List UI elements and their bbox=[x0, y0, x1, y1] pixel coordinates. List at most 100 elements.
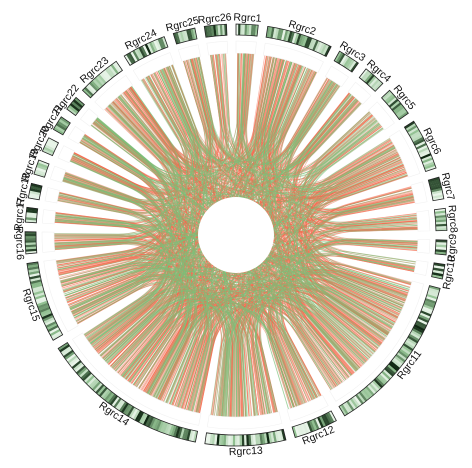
ideogram-rgrc12 bbox=[291, 410, 337, 439]
density-band bbox=[376, 375, 387, 386]
density-band bbox=[236, 23, 239, 36]
synteny-link bbox=[275, 66, 407, 299]
density-band bbox=[412, 134, 423, 143]
density-band bbox=[58, 342, 69, 351]
density-band bbox=[138, 412, 146, 424]
density-band bbox=[130, 51, 138, 62]
density-band bbox=[291, 426, 298, 438]
density-band bbox=[232, 434, 236, 446]
segment-rgrc8 bbox=[416, 210, 431, 232]
density-band bbox=[337, 53, 346, 65]
density-band bbox=[242, 24, 246, 36]
density-band bbox=[188, 429, 194, 442]
density-band bbox=[387, 97, 398, 107]
density-band bbox=[362, 388, 371, 399]
density-band bbox=[190, 430, 196, 442]
density-band bbox=[422, 304, 434, 311]
density-band bbox=[57, 120, 68, 129]
density-band bbox=[246, 434, 250, 446]
synteny-link bbox=[60, 263, 255, 417]
density-band bbox=[50, 330, 62, 339]
segment-rgrc9 bbox=[416, 239, 431, 254]
segment-rgrc2 bbox=[263, 42, 324, 73]
density-band bbox=[35, 296, 47, 303]
density-band bbox=[341, 55, 350, 67]
density-band bbox=[153, 419, 160, 431]
density-band bbox=[192, 430, 198, 443]
density-band bbox=[435, 217, 447, 221]
density-band bbox=[321, 415, 328, 426]
density-band bbox=[37, 162, 49, 169]
density-band bbox=[289, 31, 295, 43]
density-band bbox=[54, 124, 66, 133]
density-band bbox=[418, 314, 430, 322]
density-band bbox=[58, 118, 70, 127]
density-band bbox=[173, 32, 179, 45]
density-band bbox=[151, 418, 158, 430]
density-band bbox=[327, 411, 335, 423]
synteny-link bbox=[223, 298, 366, 417]
density-band bbox=[413, 324, 425, 332]
density-band bbox=[383, 91, 393, 102]
synteny-link bbox=[69, 275, 339, 386]
density-band bbox=[306, 37, 313, 49]
density-band bbox=[404, 341, 415, 350]
density-band bbox=[340, 404, 349, 415]
density-band bbox=[170, 425, 177, 437]
density-band bbox=[416, 144, 428, 152]
density-band bbox=[428, 177, 440, 183]
density-band bbox=[375, 377, 385, 387]
synteny-link bbox=[54, 219, 168, 345]
synteny-link bbox=[58, 259, 188, 394]
density-band bbox=[259, 433, 264, 445]
segment-rgrc7 bbox=[410, 181, 428, 205]
ideogram-outline bbox=[358, 68, 384, 92]
synteny-link bbox=[54, 243, 315, 400]
density-band bbox=[370, 381, 380, 392]
density-band bbox=[266, 26, 271, 38]
synteny-link bbox=[109, 104, 195, 398]
density-band bbox=[270, 431, 275, 443]
density-band bbox=[401, 345, 413, 354]
density-band bbox=[25, 240, 37, 243]
segment-rgrc22 bbox=[79, 108, 99, 127]
density-band bbox=[34, 169, 46, 176]
ideogram-rgrc21 bbox=[52, 116, 71, 136]
ideogram-rgrc5 bbox=[380, 89, 409, 121]
density-band bbox=[387, 364, 398, 374]
density-band bbox=[175, 426, 181, 438]
density-band bbox=[90, 80, 101, 90]
density-band bbox=[417, 316, 429, 324]
synteny-link bbox=[293, 95, 395, 190]
density-band bbox=[45, 320, 57, 328]
segment-rgrc6 bbox=[388, 129, 421, 178]
density-band bbox=[112, 62, 121, 73]
density-band bbox=[360, 70, 370, 81]
density-band bbox=[381, 90, 392, 100]
ideogram-rgrc7 bbox=[427, 176, 445, 202]
density-band bbox=[285, 30, 291, 42]
density-band bbox=[37, 302, 49, 309]
density-band bbox=[399, 348, 410, 357]
density-band bbox=[367, 75, 377, 86]
synteny-link bbox=[102, 58, 210, 360]
density-band bbox=[99, 72, 109, 83]
density-band bbox=[120, 402, 129, 414]
synteny-link bbox=[58, 194, 196, 403]
ideogram-rgrc8 bbox=[433, 207, 448, 232]
density-band bbox=[425, 298, 437, 304]
density-band bbox=[40, 310, 52, 318]
synteny-link bbox=[62, 179, 212, 413]
density-band bbox=[47, 324, 59, 333]
density-band bbox=[416, 318, 428, 326]
density-band bbox=[25, 248, 37, 252]
ideogram-outline bbox=[203, 23, 228, 38]
density-band bbox=[433, 262, 445, 268]
density-band bbox=[126, 406, 135, 417]
density-band bbox=[254, 24, 259, 37]
density-band bbox=[246, 24, 250, 36]
ideogram-rgrc11 bbox=[338, 285, 441, 417]
density-band bbox=[98, 386, 108, 397]
density-band bbox=[59, 344, 70, 353]
segment-rgrc19 bbox=[49, 165, 67, 183]
